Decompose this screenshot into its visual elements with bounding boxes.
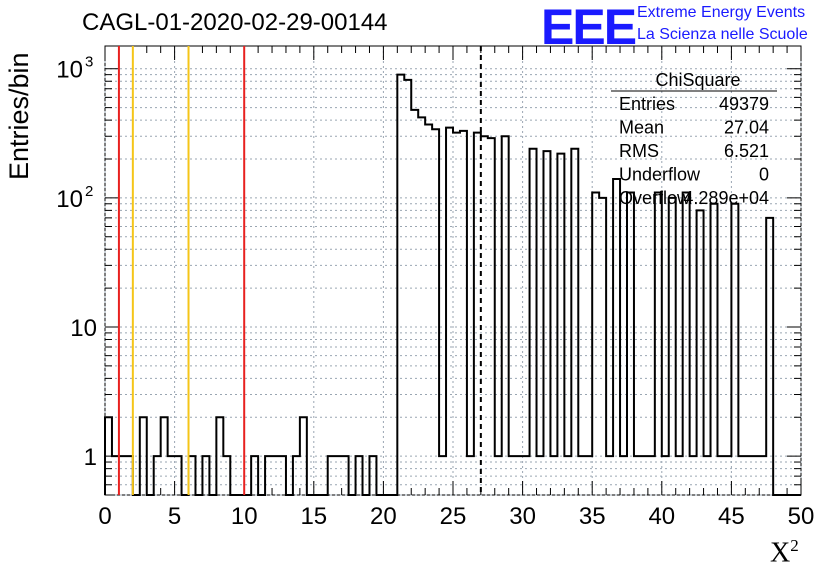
x-tick-label: 10	[231, 503, 258, 530]
chart-title: CAGL-01-2020-02-29-00144	[82, 9, 388, 36]
x-tick-label: 40	[648, 503, 675, 530]
x-tick-label: 0	[98, 503, 111, 530]
stats-row-label: Overflow	[619, 188, 691, 208]
histogram-bar	[543, 151, 550, 495]
stats-row-value: 4.289e+04	[683, 188, 769, 208]
histogram-bar	[557, 154, 564, 495]
x-tick-label: 50	[788, 503, 815, 530]
x-tick-label: 30	[509, 503, 536, 530]
y-tick-label-exponent: 3	[85, 54, 93, 71]
y-tick-label: 10	[56, 186, 83, 213]
histogram-bar	[119, 456, 126, 495]
stats-row-label: Mean	[619, 118, 664, 138]
x-tick-label: 35	[579, 503, 606, 530]
x-tick-label: 45	[718, 503, 745, 530]
histogram-bar	[683, 193, 690, 495]
stats-box-title: ChiSquare	[655, 70, 740, 90]
histogram-bar	[509, 456, 516, 495]
histogram-bar	[460, 131, 467, 495]
stats-row-value: 6.521	[724, 141, 769, 161]
stats-row-label: RMS	[619, 141, 659, 161]
x-axis-label-base: X	[770, 537, 791, 569]
histogram-bar	[481, 136, 488, 495]
stats-row-label: Entries	[619, 94, 675, 114]
histogram-steps	[104, 73, 801, 496]
x-tick-label: 15	[300, 503, 327, 530]
y-tick-label: 10	[56, 57, 83, 84]
x-tick-label: 5	[168, 503, 181, 530]
logo-line-2: La Scienza nelle Scuole	[637, 26, 808, 43]
x-axis-label-superscript: 2	[790, 536, 799, 555]
x-axis-label: X2	[770, 536, 799, 569]
stats-row-label: Underflow	[619, 165, 701, 185]
histogram-bar	[627, 193, 634, 495]
histogram-bar	[154, 456, 161, 495]
stats-row-value: 27.04	[724, 118, 769, 138]
histogram-bar	[731, 204, 738, 495]
histogram-bar	[474, 133, 481, 495]
x-tick-label: 25	[440, 503, 467, 530]
histogram-bar	[704, 456, 711, 495]
histogram-bar	[432, 129, 439, 495]
histogram-bar	[599, 198, 606, 495]
histogram-bar	[571, 149, 578, 495]
y-tick-label-exponent: 2	[85, 183, 93, 200]
histogram-bar	[404, 80, 411, 495]
y-tick-label: 10	[70, 315, 97, 342]
x-tick-label: 20	[370, 503, 397, 530]
histogram-bar	[766, 218, 773, 495]
histogram-bar	[418, 117, 425, 495]
histogram-bar	[697, 210, 704, 495]
histogram-bar	[606, 456, 613, 495]
histogram-bar	[711, 204, 718, 495]
y-tick-label: 1	[84, 444, 97, 471]
histogram-bar	[488, 138, 495, 495]
histogram-bar	[446, 128, 453, 495]
histogram-bar	[502, 136, 509, 495]
histogram-bar	[216, 417, 223, 495]
stats-row-value: 0	[759, 165, 769, 185]
histogram-bar	[669, 198, 676, 495]
histogram-bar	[453, 133, 460, 495]
histogram-bar	[411, 110, 418, 495]
histogram-bar	[592, 193, 599, 495]
histogram-bar	[530, 149, 537, 495]
logo-line-1: Extreme Energy Events	[637, 4, 806, 21]
histogram-bar	[251, 456, 258, 495]
histogram-bar	[425, 124, 432, 495]
stats-row-value: 49379	[719, 94, 769, 114]
histogram-bar	[397, 75, 404, 495]
histogram-bar	[655, 193, 662, 495]
